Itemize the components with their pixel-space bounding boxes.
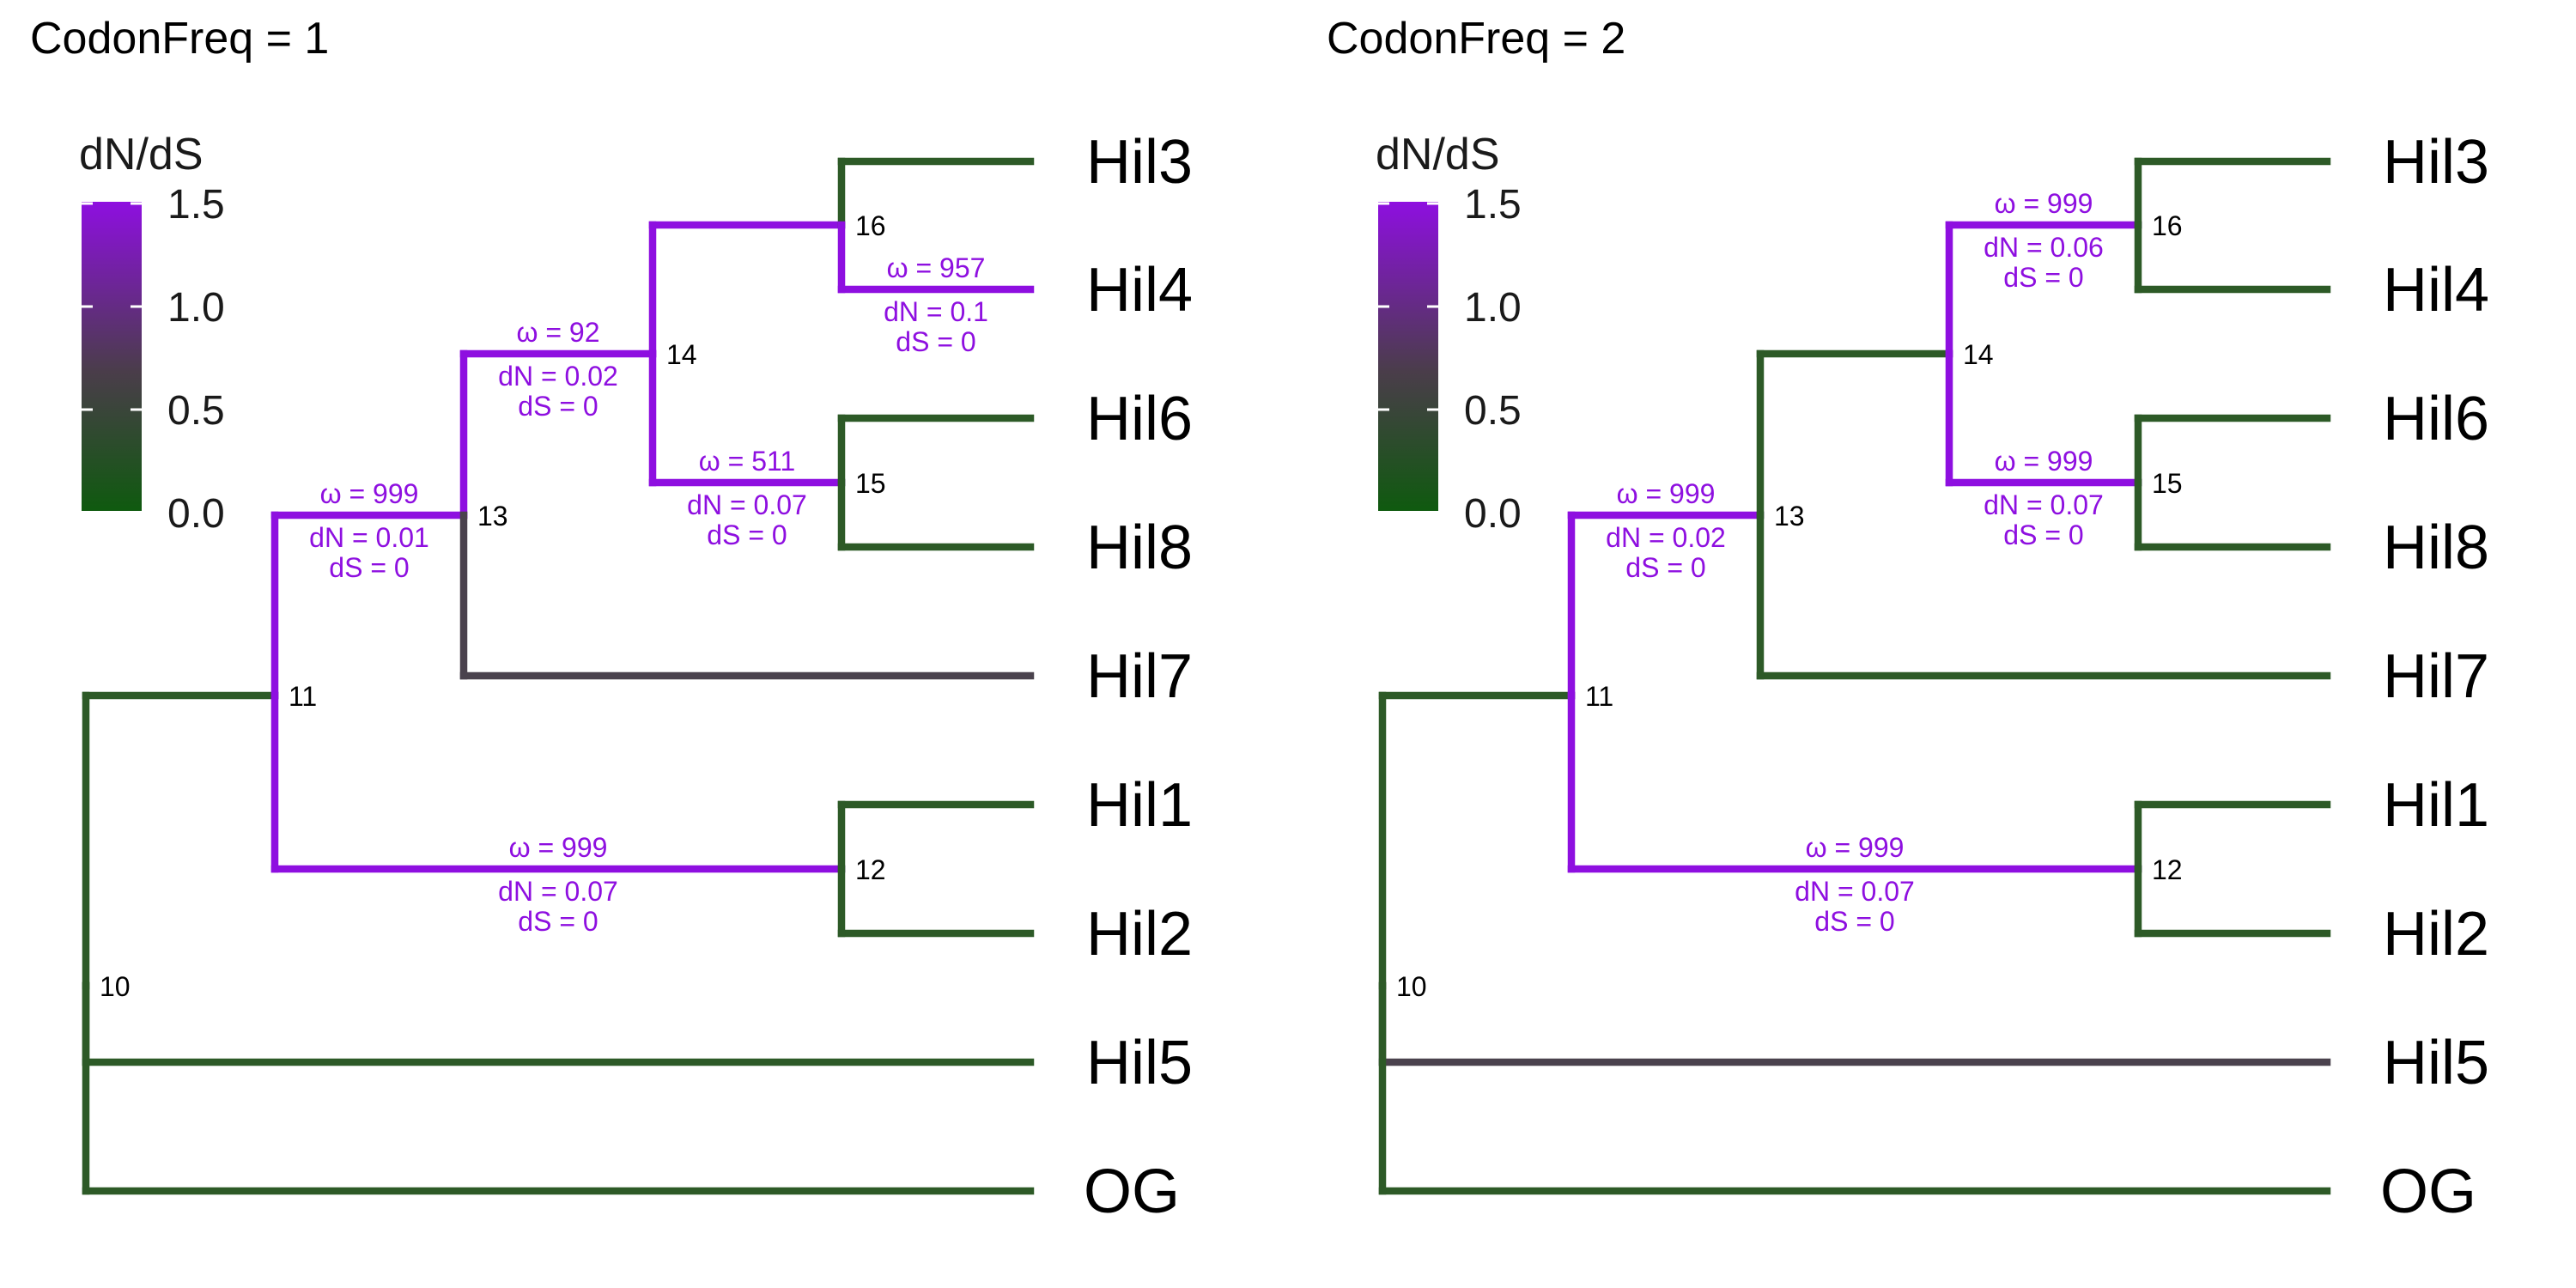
dnds-legend: dN/dS1.5 1.0 0.5 0.0 [79, 130, 225, 537]
legend-colorbar [82, 202, 142, 511]
tip-label-hil4: Hil4 [1086, 256, 1193, 325]
node-label-15: 15 [2152, 468, 2183, 499]
tip-label-hil6: Hil6 [1086, 385, 1193, 453]
dn-label: dN = 0.02 [498, 361, 618, 392]
tip-label-og: OG [2380, 1157, 2476, 1226]
node-label-13: 13 [477, 501, 508, 532]
tip-label-hil2: Hil2 [2383, 900, 2489, 969]
tip-label-hil1: Hil1 [2383, 771, 2489, 840]
omega-label: ω = 999 [1617, 478, 1716, 509]
branch-annotation: ω = 957 dN = 0.1dS = 0 [884, 252, 988, 357]
ds-label: dS = 0 [1814, 906, 1894, 937]
tip-label-hil5: Hil5 [2383, 1029, 2489, 1097]
legend-title: dN/dS [79, 130, 204, 179]
node-label-10: 10 [100, 971, 131, 1002]
legend-tick-label: 0.0 [1464, 491, 1522, 537]
omega-label: ω = 999 [1995, 446, 2093, 477]
tip-label-hil4: Hil4 [2383, 256, 2489, 325]
tree-panel-2: CodonFreq = 2 dN/dS1.5 1.0 0.5 0.0 Hil3 Hil4 Hi… [1327, 14, 2489, 1226]
dn-label: dN = 0.1 [884, 296, 988, 327]
legend-colorbar [1378, 202, 1438, 511]
omega-label: ω = 957 [887, 252, 986, 283]
node-label-14: 14 [1963, 339, 1994, 370]
dn-label: dN = 0.07 [1984, 489, 2104, 520]
legend-tick-label: 0.5 [1464, 388, 1522, 434]
tip-label-hil8: Hil8 [2383, 513, 2489, 582]
tip-label-hil2: Hil2 [1086, 900, 1193, 969]
dnds-legend: dN/dS1.5 1.0 0.5 0.0 [1376, 130, 1522, 537]
panel-title: CodonFreq = 1 [30, 14, 329, 64]
ds-label: dS = 0 [518, 391, 598, 422]
omega-label: ω = 92 [516, 317, 599, 348]
dn-label: dN = 0.06 [1984, 232, 2104, 263]
node-label-11: 11 [289, 681, 317, 712]
ds-label: dS = 0 [896, 326, 975, 357]
node-label-15: 15 [855, 468, 886, 499]
tip-label-hil3: Hil3 [2383, 128, 2489, 197]
dn-label: dN = 0.07 [498, 876, 618, 907]
omega-label: ω = 999 [1806, 832, 1905, 863]
panel-title: CodonFreq = 2 [1327, 14, 1625, 64]
legend-tick-label: 1.0 [1464, 285, 1522, 331]
node-label-12: 12 [855, 854, 886, 885]
ds-label: dS = 0 [518, 906, 598, 937]
node-label-14: 14 [666, 339, 697, 370]
node-label-12: 12 [2152, 854, 2183, 885]
tree-panel-1: CodonFreq = 1 dN/dS1.5 1.0 0.5 0.0 Hil3 Hil4 Hi… [30, 14, 1193, 1226]
dn-label: dN = 0.01 [309, 522, 429, 553]
ds-label: dS = 0 [2003, 519, 2083, 550]
legend-tick-label: 1.0 [167, 285, 225, 331]
legend-title: dN/dS [1376, 130, 1500, 179]
tip-label-hil7: Hil7 [2383, 642, 2489, 711]
tip-label-hil3: Hil3 [1086, 128, 1193, 197]
ds-label: dS = 0 [329, 552, 409, 583]
node-label-11: 11 [1585, 681, 1613, 712]
omega-label: ω = 999 [509, 832, 608, 863]
tip-label-hil1: Hil1 [1086, 771, 1193, 840]
node-label-16: 16 [855, 210, 886, 241]
tip-label-hil7: Hil7 [1086, 642, 1193, 711]
omega-label: ω = 999 [1995, 188, 2093, 219]
omega-label: ω = 999 [320, 478, 419, 509]
dn-label: dN = 0.07 [687, 489, 807, 520]
node-label-16: 16 [2152, 210, 2183, 241]
ds-label: dS = 0 [1625, 552, 1705, 583]
tip-label-hil8: Hil8 [1086, 513, 1193, 582]
dn-label: dN = 0.02 [1606, 522, 1726, 553]
tip-label-hil5: Hil5 [1086, 1029, 1193, 1097]
dn-label: dN = 0.07 [1795, 876, 1915, 907]
node-label-10: 10 [1396, 971, 1427, 1002]
node-label-13: 13 [1774, 501, 1805, 532]
legend-tick-label: 0.5 [167, 388, 225, 434]
omega-label: ω = 511 [699, 446, 795, 477]
legend-tick-label: 0.0 [167, 491, 225, 537]
legend-tick-label: 1.5 [167, 182, 225, 228]
ds-label: dS = 0 [2003, 262, 2083, 293]
ds-label: dS = 0 [707, 519, 787, 550]
tip-label-hil6: Hil6 [2383, 385, 2489, 453]
tip-label-og: OG [1084, 1157, 1180, 1226]
legend-tick-label: 1.5 [1464, 182, 1522, 228]
